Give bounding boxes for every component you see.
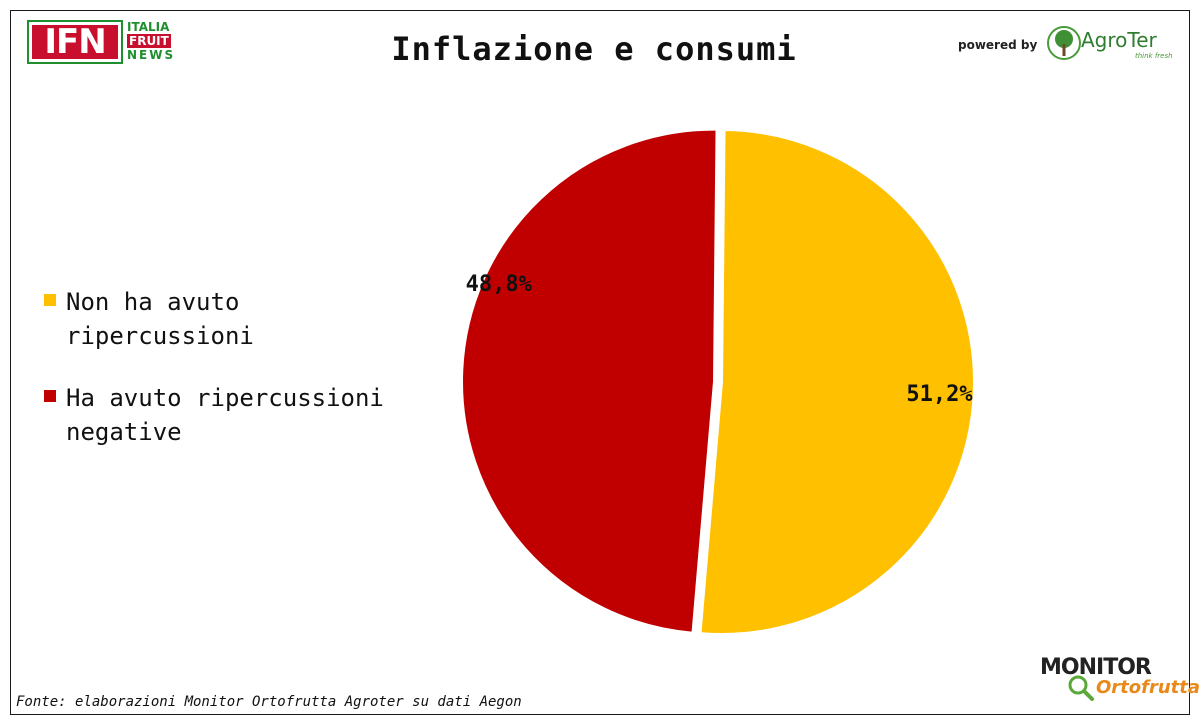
- ifn-logo-red-field: [32, 25, 118, 59]
- ifn-logo-box: IFN: [27, 20, 123, 64]
- pie-label-no-impact: 51,2%: [906, 382, 973, 407]
- pie-slice-negative-impact: [461, 128, 718, 634]
- legend-item-negative-impact: Ha avuto ripercussioni negative: [42, 381, 442, 449]
- chart-frame: [10, 10, 1190, 715]
- monitor-ortofrutta-logo: MONITOR Ortofrutta: [1040, 655, 1200, 705]
- pie-slice-no-impact: [699, 129, 975, 635]
- agroter-tagline: think fresh: [1135, 52, 1173, 60]
- ifn-logo-line2: FRUIT: [127, 34, 171, 48]
- tree-icon: [1047, 26, 1081, 60]
- ifn-logo-line3: NEWS: [127, 48, 176, 62]
- ifn-logo-line1: ITALIA: [127, 20, 170, 34]
- chart-title: Inflazione e consumi: [391, 30, 797, 68]
- monitor-logo-line1: MONITOR: [1040, 655, 1152, 680]
- agroter-logo: AgroTer think fresh: [1047, 26, 1177, 62]
- chart-legend: Non ha avuto ripercussioni Ha avuto ripe…: [42, 285, 442, 477]
- ifn-logo: IFN ITALIA FRUIT NEWS: [27, 20, 197, 66]
- monitor-logo-line2: Ortofrutta: [1096, 677, 1200, 698]
- pie-label-negative-impact: 48,8%: [466, 272, 533, 297]
- source-note: Fonte: elaborazioni Monitor Ortofrutta A…: [16, 694, 522, 710]
- legend-label-negative-impact: Ha avuto ripercussioni negative: [66, 384, 384, 446]
- agroter-name: AgroTer: [1081, 28, 1157, 52]
- powered-by-text: powered by: [958, 38, 1038, 52]
- legend-label-no-impact: Non ha avuto ripercussioni: [66, 288, 254, 350]
- magnifier-icon: [1068, 675, 1094, 701]
- legend-swatch-yellow: [44, 294, 56, 306]
- ifn-logo-letters: IFN: [44, 22, 106, 62]
- ifn-logo-wordmark: ITALIA FRUIT NEWS: [127, 20, 197, 62]
- legend-item-no-impact: Non ha avuto ripercussioni: [42, 285, 442, 353]
- legend-swatch-red: [44, 390, 56, 402]
